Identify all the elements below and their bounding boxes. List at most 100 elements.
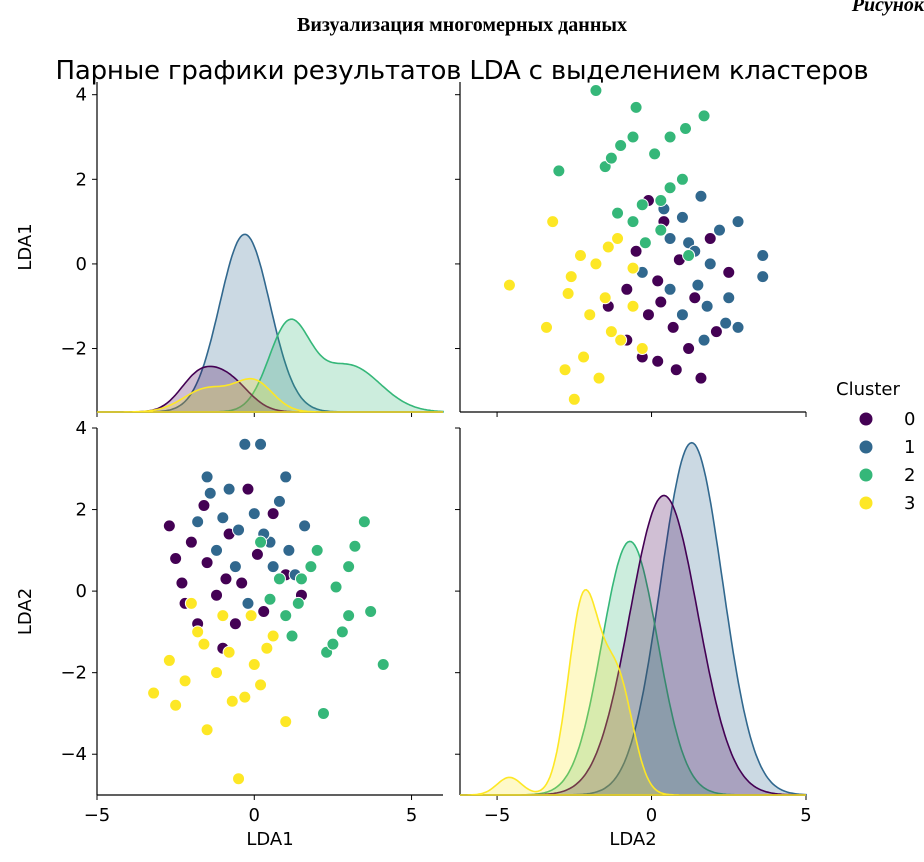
point-lda2-vs-lda1-34 [210,543,224,557]
point-lda1-vs-lda2-59 [654,223,668,237]
point-lda1-vs-lda2-61 [592,371,606,385]
point-lda1-vs-lda2-75 [558,363,572,377]
point-lda1-vs-lda2-34 [675,308,689,322]
point-lda2-vs-lda1-53 [304,560,318,574]
point-lda1-vs-lda2-16 [620,282,634,296]
legend-marker-3 [858,495,874,511]
point-lda2-vs-lda1-52 [254,535,268,549]
point-lda2-vs-lda1-7 [235,576,249,590]
point-lda1-vs-lda2-73 [626,299,640,313]
point-lda2-vs-lda1-43 [310,543,324,557]
point-lda2-vs-lda1-30 [222,482,236,496]
point-lda1-vs-lda2-20 [731,320,745,334]
point-lda1-vs-lda2-42 [654,193,668,207]
point-lda2-vs-lda1-65 [210,666,224,680]
panel-lda2-lda1-ytick-label: 0 [76,581,87,602]
point-lda2-vs-lda1-41 [279,609,293,623]
point-lda2-vs-lda1-20 [200,470,214,484]
point-lda2-vs-lda1-27 [228,560,242,574]
point-lda1-vs-lda2-14 [669,363,683,377]
point-lda2-vs-lda1-9 [257,605,271,618]
point-lda2-vs-lda1-25 [279,470,293,484]
point-lda1-vs-lda2-67 [502,278,516,292]
document-caption-fragment: Рисунок [851,0,924,16]
point-lda1-vs-lda2-50 [611,206,625,220]
point-lda2-vs-lda1-55 [335,625,349,639]
point-lda2-vs-lda1-21 [216,511,230,525]
panel-lda1-lda1-kde-cluster-3 [97,377,443,413]
point-lda2-vs-lda1-46 [342,609,356,623]
point-lda1-vs-lda2-2 [682,342,696,356]
point-lda1-vs-lda2-29 [697,333,711,347]
point-lda2-vs-lda1-29 [191,515,205,529]
point-lda1-vs-lda2-19 [654,295,668,309]
point-lda2-vs-lda1-75 [169,698,183,712]
x-axis-label-lda1: LDA1 [246,829,293,850]
point-lda2-vs-lda1-57 [326,637,340,651]
panel-lda1-lda1-ytick-label: 0 [76,254,87,275]
point-lda2-vs-lda1-33 [241,596,255,610]
point-lda1-vs-lda2-46 [626,130,640,144]
panel-lda2-lda1-ytick-label: −2 [60,663,87,684]
point-lda2-vs-lda1-28 [247,507,261,521]
point-lda2-vs-lda1-64 [200,723,214,737]
point-lda1-vs-lda2-37 [675,210,689,224]
point-lda2-vs-lda1-69 [254,678,268,692]
point-lda2-vs-lda1-36 [203,486,217,500]
point-lda1-vs-lda2-49 [589,83,603,97]
point-lda1-vs-lda2-48 [629,100,643,114]
panel-lda1-lda1-ytick-label: 2 [76,169,87,190]
point-lda1-vs-lda2-5 [641,308,655,322]
point-lda2-vs-lda1-42 [294,572,308,586]
legend-label-1: 1 [904,437,915,458]
point-lda1-vs-lda2-74 [589,257,603,271]
point-lda2-vs-lda1-19 [219,572,233,586]
legend-label-3: 3 [904,493,915,514]
point-lda2-vs-lda1-77 [260,641,274,655]
point-lda2-vs-lda1-49 [376,658,390,672]
point-lda2-vs-lda1-2 [184,535,198,549]
point-lda1-vs-lda2-71 [546,215,560,229]
point-lda1-vs-lda2-68 [626,261,640,275]
panel-lda1-lda1-ytick-label: −2 [60,339,87,360]
point-lda2-vs-lda1-68 [244,609,258,623]
point-lda1-vs-lda2-1 [651,354,665,368]
point-lda1-vs-lda2-58 [663,130,677,144]
panel-lda2-lda2-xtick-label: 5 [800,805,811,826]
point-lda1-vs-lda2-9 [629,244,643,258]
point-lda2-vs-lda1-50 [285,629,299,643]
point-lda2-vs-lda1-15 [197,498,211,512]
point-lda1-vs-lda2-32 [694,189,708,203]
panel-lda2-lda1-ytick-label: −4 [60,744,87,765]
point-lda1-vs-lda2-69 [573,248,587,262]
point-lda2-vs-lda1-51 [316,706,330,720]
point-lda2-vs-lda1-40 [263,592,277,606]
panel-lda2-lda1-ytick-label: 2 [76,500,87,521]
point-lda2-vs-lda1-60 [147,686,161,700]
point-lda1-vs-lda2-21 [700,299,714,313]
point-lda1-vs-lda2-57 [604,151,618,165]
point-lda2-vs-lda1-4 [200,556,214,570]
legend-label-0: 0 [904,409,915,430]
point-lda1-vs-lda2-28 [703,257,717,271]
point-lda1-vs-lda2-25 [731,215,745,229]
point-lda1-vs-lda2-56 [635,198,649,212]
x-axis-label-lda2: LDA2 [609,829,656,850]
point-lda1-vs-lda2-40 [638,236,652,250]
point-lda1-vs-lda2-62 [577,350,591,364]
point-lda2-vs-lda1-78 [197,637,211,651]
panel-lda2-lda1-xtick-label: 0 [249,805,260,826]
point-lda1-vs-lda2-36 [719,316,733,330]
point-lda2-vs-lda1-61 [162,653,176,667]
point-lda1-vs-lda2-64 [540,320,553,334]
legend-marker-2 [858,467,874,483]
panel-lda2-lda1-xtick-label: 5 [406,805,417,826]
panel-lda2-lda2-kde-cluster-3 [460,588,806,796]
point-lda1-vs-lda2-52 [682,248,696,262]
panel-lda2-lda1-xtick-label: −5 [84,805,111,826]
point-lda2-vs-lda1-62 [178,674,192,688]
point-lda1-vs-lda2-60 [567,392,581,406]
point-lda2-vs-lda1-54 [357,515,371,529]
